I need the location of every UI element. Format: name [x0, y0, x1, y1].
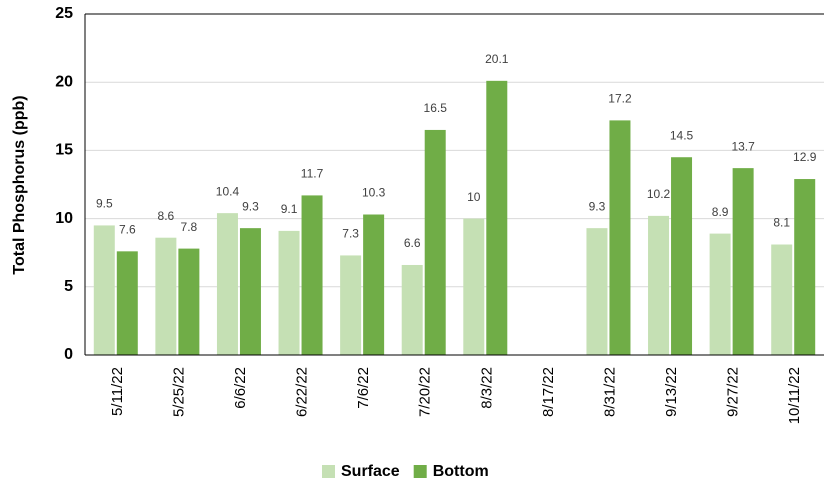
legend-label: Surface [341, 463, 400, 480]
data-label: 7.6 [119, 223, 136, 237]
data-label: 14.5 [670, 128, 694, 142]
data-label: 10.2 [647, 187, 671, 201]
bar [278, 230, 300, 355]
y-tick-label: 0 [64, 346, 73, 363]
bar [301, 195, 323, 355]
x-tick-label: 9/13/22 [663, 367, 680, 417]
x-tick-label: 6/22/22 [294, 367, 311, 417]
data-label: 17.2 [608, 92, 632, 106]
bar [586, 228, 608, 355]
x-tick-label: 8/31/22 [601, 367, 618, 417]
x-tick-label: 7/6/22 [355, 367, 372, 409]
bar [363, 214, 385, 355]
data-label: 10.3 [362, 186, 386, 200]
y-tick-label: 5 [64, 278, 73, 295]
data-label: 9.5 [96, 197, 113, 211]
legend-label: Bottom [433, 463, 489, 480]
data-label: 9.1 [281, 202, 298, 216]
x-tick-label: 8/17/22 [540, 367, 557, 417]
y-tick-label: 20 [55, 73, 73, 90]
bar [463, 218, 485, 355]
x-tick-label: 6/6/22 [232, 367, 249, 409]
bar [116, 251, 138, 355]
legend-swatch [322, 465, 335, 478]
data-label: 12.9 [793, 150, 817, 164]
bar [93, 225, 115, 355]
x-tick-label: 5/25/22 [170, 367, 187, 417]
data-label: 13.7 [731, 139, 755, 153]
bar [155, 237, 177, 355]
y-tick-label: 15 [55, 142, 73, 159]
bar [771, 244, 793, 355]
data-label: 6.6 [404, 236, 421, 250]
data-label: 8.6 [158, 209, 175, 223]
bar [486, 80, 508, 355]
bar [216, 213, 238, 355]
data-label: 8.1 [773, 216, 790, 230]
data-label: 11.7 [301, 167, 324, 181]
x-tick-label: 8/3/22 [478, 367, 495, 409]
data-label: 7.3 [342, 227, 359, 241]
legend-swatch [413, 465, 427, 478]
bar [609, 120, 631, 355]
y-tick-label: 10 [55, 210, 73, 227]
x-tick-label: 9/27/22 [725, 367, 742, 417]
bar [732, 168, 754, 355]
data-label: 20.1 [485, 52, 509, 66]
data-label: 9.3 [242, 199, 259, 213]
data-label: 8.9 [712, 205, 729, 219]
x-tick-label: 7/20/22 [417, 367, 434, 417]
data-label: 10.4 [216, 184, 240, 198]
bar [794, 179, 816, 355]
x-tick-label: 5/11/22 [109, 367, 126, 416]
data-label: 16.5 [424, 101, 448, 115]
bar [671, 157, 693, 355]
bar [401, 264, 423, 355]
bar [340, 255, 362, 355]
y-tick-label: 25 [55, 5, 73, 22]
bar [239, 228, 261, 355]
data-label: 7.8 [181, 220, 198, 234]
y-axis-title: Total Phosphorus (ppb) [11, 95, 28, 274]
bar [709, 233, 731, 355]
bar [178, 248, 200, 355]
data-label: 10 [467, 190, 481, 204]
bar [424, 129, 446, 355]
data-label: 9.3 [589, 199, 606, 213]
bar [648, 215, 670, 355]
x-tick-label: 10/11/22 [786, 367, 803, 424]
